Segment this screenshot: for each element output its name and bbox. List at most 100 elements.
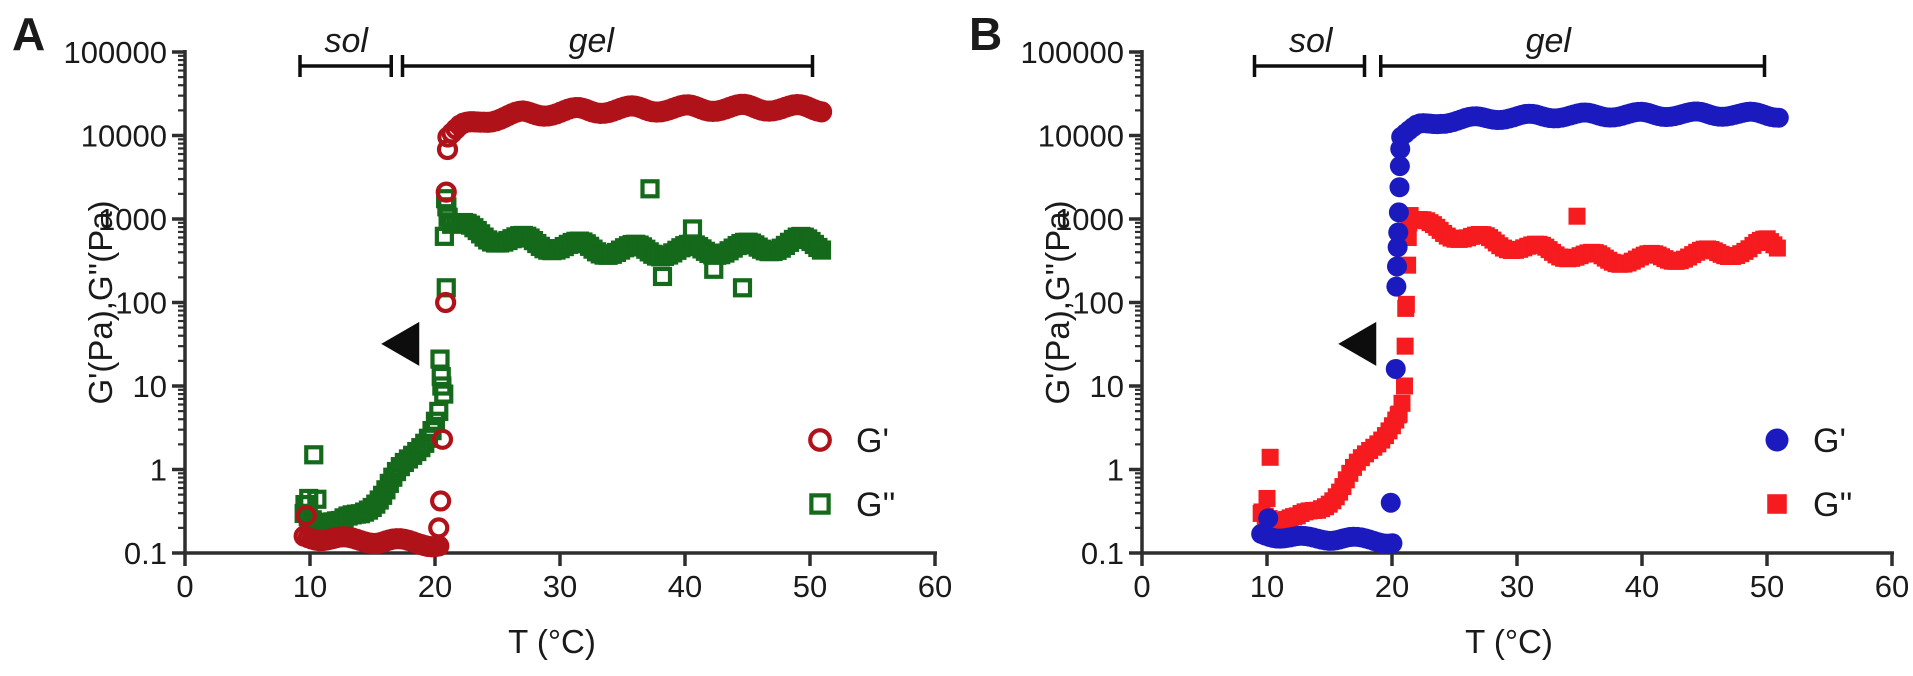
- x-tick-label: 50: [793, 569, 827, 604]
- x-tick-label: 10: [293, 569, 327, 604]
- data-point: [652, 266, 673, 287]
- legend-marker-g-double-prime: [1767, 494, 1787, 514]
- data-point: [435, 291, 457, 314]
- data-point: [430, 490, 452, 512]
- region-label-gel: gel: [1526, 22, 1573, 60]
- data-point: [732, 278, 753, 298]
- data-point: [431, 428, 454, 450]
- x-tick-label: 30: [543, 569, 577, 604]
- region-brackets: [298, 55, 815, 77]
- data-point: [1387, 237, 1408, 258]
- series-g-prime: [1251, 101, 1789, 554]
- axes: [172, 50, 937, 566]
- data-point: [1768, 107, 1789, 128]
- y-axis-title: G'(Pa),G''(Pa): [1039, 200, 1076, 404]
- data-point: [1396, 377, 1413, 395]
- data-point: [434, 384, 454, 404]
- legend-label: G'': [856, 486, 895, 524]
- series-g-prime: [293, 93, 833, 558]
- data-point: [808, 237, 828, 258]
- data-point: [295, 505, 317, 527]
- data-point: [428, 517, 450, 539]
- x-tick-label: 50: [1750, 569, 1784, 604]
- data-point: [1389, 156, 1410, 177]
- data-point: [811, 240, 832, 260]
- data-point: [682, 219, 703, 239]
- data-point: [1390, 138, 1411, 159]
- y-tick-label: 10: [133, 369, 167, 404]
- transition-arrow-icon: [1338, 321, 1377, 366]
- legend-label: G': [1813, 422, 1846, 460]
- data-point: [1396, 337, 1414, 355]
- legend-marker-g-prime: [808, 428, 832, 452]
- y-tick-label: 100000: [64, 35, 167, 70]
- transition-arrow-icon: [381, 321, 420, 366]
- x-tick-label: 0: [176, 569, 193, 604]
- x-tick-label: 40: [668, 569, 702, 604]
- data-point: [1386, 276, 1407, 297]
- data-point: [1388, 222, 1409, 243]
- data-point: [1568, 207, 1586, 225]
- legend-marker-g-prime: [1765, 428, 1789, 452]
- data-point: [434, 226, 454, 246]
- region-brackets: [1252, 55, 1767, 77]
- panel-letter: B: [969, 8, 1002, 60]
- data-point: [436, 138, 459, 161]
- data-point: [1388, 202, 1409, 223]
- x-tick-label: 30: [1500, 569, 1534, 604]
- data-point: [307, 489, 327, 509]
- legend-label: G'': [1813, 486, 1852, 524]
- axes: [1129, 50, 1894, 566]
- y-tick-label: 0.1: [1081, 536, 1124, 571]
- x-tick-label: 20: [418, 569, 452, 604]
- legend: G' G'': [1765, 422, 1852, 524]
- data-point: [1389, 177, 1410, 198]
- data-point: [1261, 448, 1279, 466]
- data-point: [1768, 239, 1786, 257]
- y-tick-label: 10: [1090, 369, 1124, 404]
- x-tick-label: 40: [1625, 569, 1659, 604]
- y-tick-label: 0.1: [124, 536, 167, 571]
- data-point: [640, 179, 660, 199]
- x-tick-label: 20: [1375, 569, 1409, 604]
- y-tick-label: 100000: [1021, 35, 1124, 70]
- series-g-double-prime: [294, 179, 832, 535]
- data-point: [810, 101, 833, 123]
- y-tick-label: 10000: [1038, 119, 1124, 154]
- x-axis-title: T (°C): [508, 623, 596, 660]
- series-g-double-prime: [1252, 207, 1786, 531]
- panel-letter: A: [12, 8, 45, 60]
- data-point: [1397, 295, 1415, 313]
- data-point: [425, 411, 446, 431]
- x-tick-label: 60: [1875, 569, 1909, 604]
- data-point: [704, 259, 724, 279]
- y-tick-label: 1000: [1055, 202, 1124, 237]
- data-point: [1387, 256, 1407, 277]
- data-point: [1380, 492, 1401, 513]
- x-tick-label: 10: [1250, 569, 1284, 604]
- y-axis-title: G'(Pa),G''(Pa): [82, 200, 119, 404]
- data-point: [1382, 533, 1403, 554]
- region-label-gel: gel: [569, 22, 616, 60]
- data-point: [438, 207, 458, 227]
- y-tick-label: 10000: [81, 119, 167, 154]
- y-tick-label: 1: [1107, 453, 1124, 488]
- data-point: [1385, 358, 1406, 379]
- data-point: [435, 181, 457, 203]
- y-tick-label: 100: [115, 286, 167, 321]
- data-point: [304, 445, 324, 465]
- legend: G' G'': [808, 422, 895, 524]
- x-axis-title: T (°C): [1465, 623, 1553, 660]
- y-tick-label: 1: [150, 453, 167, 488]
- y-tick-label: 1000: [98, 202, 167, 237]
- data-point: [429, 401, 449, 421]
- legend-label: G': [856, 422, 889, 460]
- y-tick-label: 100: [1072, 286, 1124, 321]
- legend-marker-g-double-prime: [809, 493, 831, 515]
- data-point: [430, 349, 450, 369]
- region-label-sol: sol: [1289, 22, 1334, 60]
